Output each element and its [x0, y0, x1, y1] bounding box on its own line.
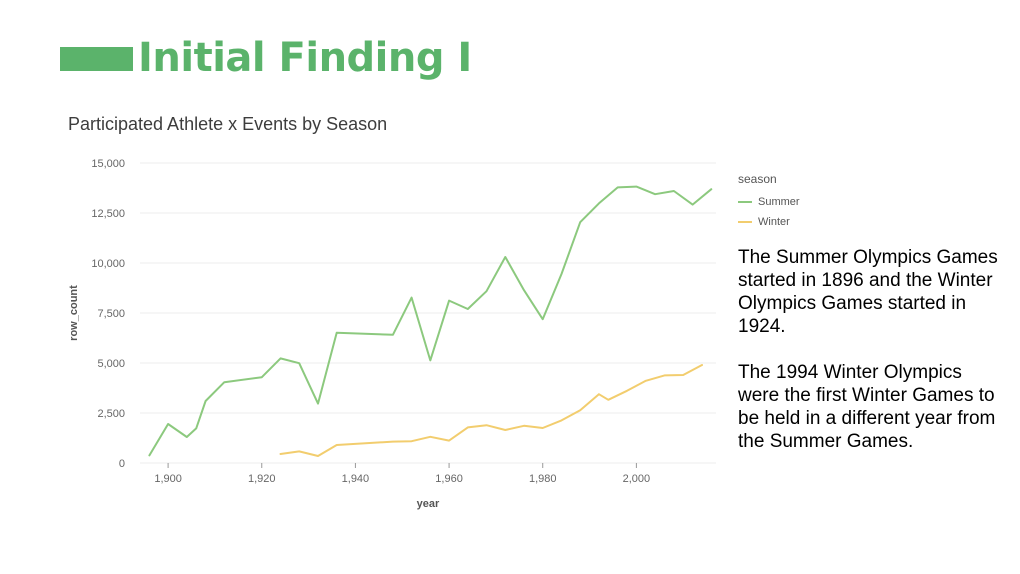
y-tick-label: 0 [119, 458, 125, 470]
y-axis-ticks: 0 2,500 5,000 7,500 10,000 12,500 15,000 [91, 158, 125, 470]
x-tick-label: 2,000 [623, 473, 651, 485]
y-tick-label: 5,000 [97, 358, 125, 370]
legend-item-summer[interactable]: Summer [738, 192, 800, 212]
x-tick-label: 1,920 [248, 473, 276, 485]
legend-swatch-winter [738, 221, 752, 223]
x-axis-label: year [417, 498, 440, 510]
chart-title: Participated Athlete x Events by Season [68, 114, 388, 134]
annotation-paragraph-1: The Summer Olympics Games started in 189… [738, 247, 998, 337]
series-line-summer [148, 185, 713, 457]
chart-grid [140, 162, 716, 464]
y-axis-label: row_count [68, 285, 80, 341]
x-axis-ticks: 1,900 1,920 1,940 1,960 1,980 2,000 [154, 463, 650, 485]
y-tick-label: 2,500 [97, 408, 125, 420]
y-tick-label: 10,000 [91, 258, 125, 270]
x-tick-label: 1,900 [154, 473, 182, 485]
chart-lines [148, 185, 713, 457]
x-tick-label: 1,940 [342, 473, 370, 485]
annotation-text: The Summer Olympics Games started in 189… [738, 246, 1008, 476]
legend-swatch-summer [738, 201, 752, 203]
y-tick-label: 7,500 [97, 308, 125, 320]
annotation-paragraph-2: The 1994 Winter Olympics were the first … [738, 362, 996, 452]
chart-legend: season Summer Winter [738, 172, 800, 232]
slide-title: Initial Finding I [138, 35, 472, 81]
legend-item-winter[interactable]: Winter [738, 212, 800, 232]
x-tick-label: 1,980 [529, 473, 557, 485]
legend-label-winter: Winter [758, 216, 790, 228]
y-tick-label: 15,000 [91, 158, 125, 170]
legend-label-summer: Summer [758, 196, 800, 208]
x-tick-label: 1,960 [435, 473, 463, 485]
series-line-winter [279, 364, 703, 457]
title-accent-bar [60, 47, 133, 71]
y-tick-label: 12,500 [91, 208, 125, 220]
legend-title: season [738, 172, 777, 186]
